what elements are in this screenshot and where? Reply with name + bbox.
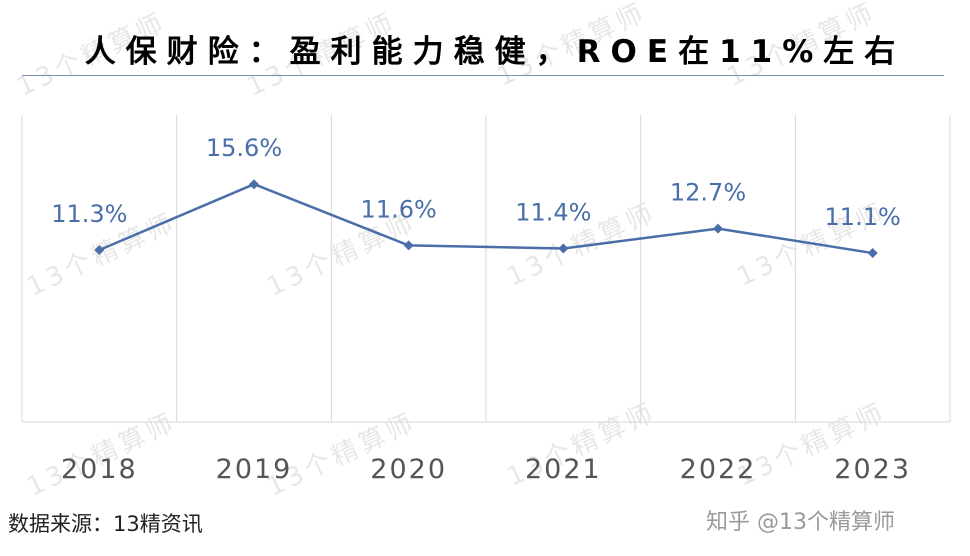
x-tick-label: 2022	[680, 454, 757, 485]
data-point	[713, 223, 723, 234]
data-point	[403, 240, 414, 251]
data-label: 11.3%	[51, 200, 127, 228]
author-attribution: 知乎 @13个精算师	[706, 510, 895, 535]
x-tick-label: 2019	[216, 454, 293, 485]
data-label: 11.6%	[361, 195, 437, 223]
x-tick-label: 2023	[834, 454, 911, 485]
chart-title: 人保财险：盈利能力稳健，ROE在11%左右	[84, 34, 906, 70]
data-point	[867, 248, 878, 259]
x-tick-label: 2018	[61, 454, 138, 485]
line-chart: 11.3% 15.6% 11.6% 11.4% 12.7% 11.1% 2018 2019 20…	[21, 115, 951, 485]
data-label: 11.1%	[825, 203, 901, 231]
data-point	[94, 245, 105, 255]
data-label: 11.4%	[515, 198, 591, 226]
data-source-note: 数据来源：13精资讯	[8, 512, 203, 536]
data-point	[249, 179, 259, 190]
data-label: 12.7%	[670, 179, 746, 207]
x-tick-label: 2021	[525, 454, 602, 485]
data-point	[558, 243, 569, 254]
x-tick-label: 2020	[370, 454, 447, 485]
series-line	[98, 182, 873, 255]
data-label: 15.6%	[206, 134, 282, 162]
title-divider	[22, 75, 944, 76]
